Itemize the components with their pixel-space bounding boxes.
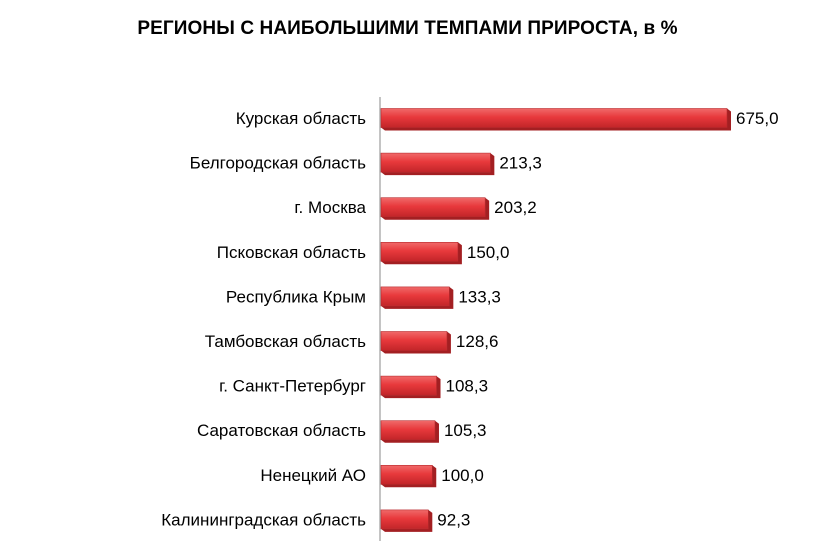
data-label: 92,3: [437, 510, 470, 529]
data-label: 133,3: [458, 287, 501, 306]
data-label: 100,0: [441, 466, 484, 485]
data-label: 150,0: [467, 243, 510, 262]
category-label: Тамбовская область: [205, 332, 366, 351]
bar: [380, 464, 433, 485]
bar: [380, 242, 459, 262]
bar: [380, 509, 429, 530]
bar-shade: [381, 242, 462, 265]
category-label: Белгородская область: [190, 154, 366, 173]
bar: [380, 286, 450, 307]
category-label: Курская область: [236, 109, 366, 128]
bar: [380, 197, 486, 217]
category-label: г. Москва: [294, 198, 366, 217]
bar-shade: [381, 465, 437, 488]
category-label: Ненецкий АО: [260, 466, 366, 485]
bar-shade: [381, 376, 441, 399]
category-label: Калининградская область: [161, 510, 366, 529]
bar: [380, 420, 436, 441]
data-label: 108,3: [446, 377, 489, 396]
data-label: 675,0: [736, 109, 779, 128]
bar-shade: [381, 286, 454, 309]
chart-title: РЕГИОНЫ С НАИБОЛЬШИМИ ТЕМПАМИ ПРИРОСТА, …: [137, 18, 678, 39]
bar-shade: [381, 108, 731, 131]
bar: [380, 108, 728, 128]
bar: [380, 331, 448, 351]
data-label: 213,3: [499, 154, 542, 173]
category-label: Саратовская область: [197, 421, 366, 440]
category-label: г. Санкт-Петербург: [219, 377, 366, 396]
bar-shade: [381, 197, 490, 220]
data-label: 105,3: [444, 421, 487, 440]
category-label: Республика Крым: [226, 287, 366, 306]
bar-shade: [381, 420, 439, 443]
data-label: 128,6: [456, 332, 499, 351]
bar-shade: [381, 153, 495, 176]
bar: [380, 375, 437, 396]
data-label: 203,2: [494, 198, 537, 217]
category-label: Псковская область: [217, 243, 366, 262]
bar: [380, 152, 491, 173]
bar-shade: [381, 331, 451, 354]
bar-shade: [381, 509, 433, 532]
